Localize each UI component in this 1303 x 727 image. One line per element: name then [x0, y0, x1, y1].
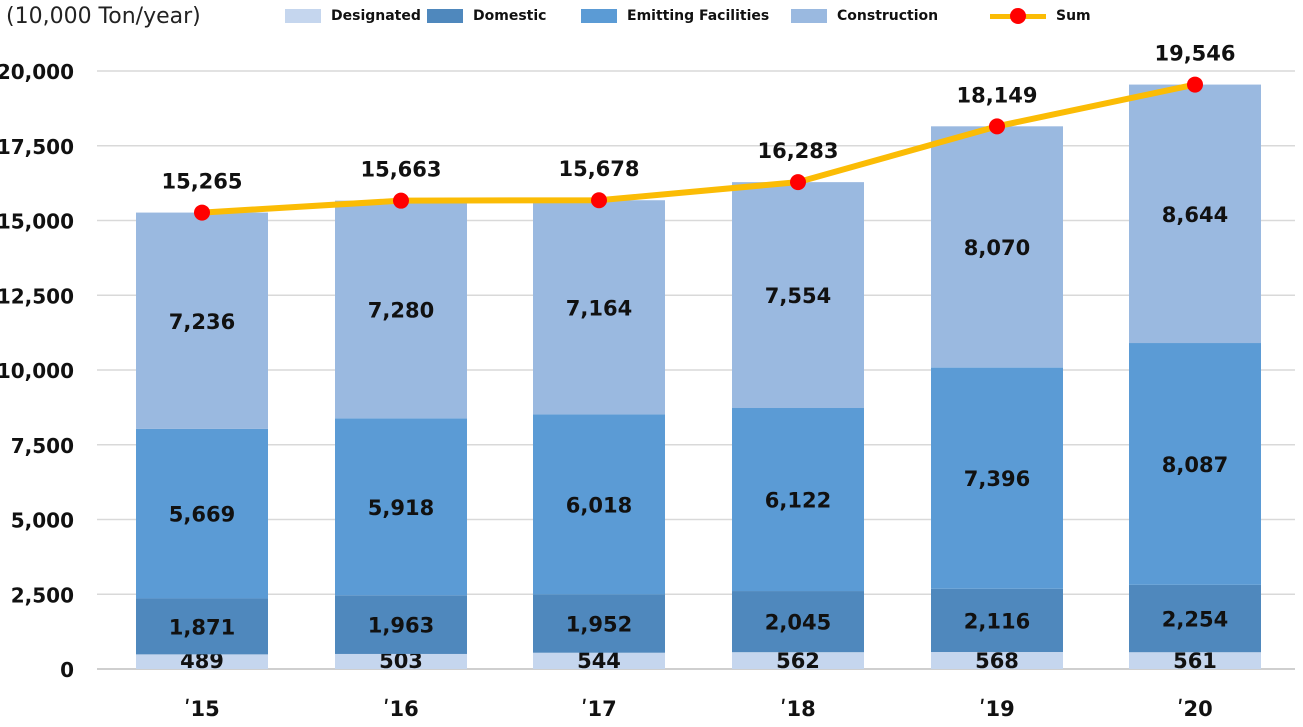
sum-label: 19,546	[1154, 42, 1235, 66]
sum-marker	[1187, 77, 1203, 93]
x-tick-label: ʹ20	[1177, 697, 1213, 721]
data-label-designated: 568	[975, 649, 1019, 673]
data-label-emitting-facilities: 8,087	[1162, 453, 1228, 477]
y-tick-label: 20,000	[0, 60, 74, 84]
x-tick-label: ʹ16	[383, 697, 419, 721]
sum-label: 15,265	[161, 170, 242, 194]
y-tick-label: 0	[60, 658, 74, 682]
data-label-emitting-facilities: 5,918	[368, 496, 434, 520]
sum-marker	[989, 118, 1005, 134]
sum-label: 15,678	[558, 157, 639, 181]
x-tick-label: ʹ15	[184, 697, 220, 721]
data-label-emitting-facilities: 6,122	[765, 489, 831, 513]
data-label-construction: 7,554	[765, 284, 831, 308]
data-label-construction: 7,280	[368, 298, 434, 322]
data-label-emitting-facilities: 7,396	[964, 467, 1030, 491]
data-label-construction: 8,070	[964, 236, 1030, 260]
y-tick-label: 15,000	[0, 210, 74, 234]
sum-label: 16,283	[757, 139, 838, 163]
data-label-emitting-facilities: 5,669	[169, 503, 235, 527]
x-tick-label: ʹ19	[979, 697, 1015, 721]
data-label-designated: 561	[1173, 649, 1217, 673]
data-label-domestic: 1,871	[169, 615, 235, 639]
data-label-domestic: 1,963	[368, 614, 434, 638]
sum-marker	[790, 174, 806, 190]
data-label-construction: 7,236	[169, 310, 235, 334]
y-tick-label: 12,500	[0, 284, 74, 308]
data-label-domestic: 2,254	[1162, 608, 1228, 632]
sum-marker	[393, 193, 409, 209]
stacked-bar-chart: 0 2,500 5,000 7,500 10,000 12,500 15,000 17,500…	[0, 0, 1303, 727]
sum-label: 18,149	[956, 83, 1037, 107]
y-tick-label: 10,000	[0, 359, 74, 383]
sum-label: 15,663	[360, 158, 441, 182]
data-label-domestic: 1,952	[566, 613, 632, 637]
sum-marker	[591, 192, 607, 208]
data-label-domestic: 2,116	[964, 609, 1030, 633]
data-label-construction: 8,644	[1162, 203, 1228, 227]
data-label-construction: 7,164	[566, 296, 632, 320]
data-label-domestic: 2,045	[765, 611, 831, 635]
x-tick-label: ʹ17	[581, 697, 617, 721]
x-tick-label: ʹ18	[780, 697, 816, 721]
data-label-emitting-facilities: 6,018	[566, 493, 632, 517]
y-tick-label: 2,500	[11, 583, 74, 607]
data-label-designated: 562	[776, 649, 820, 673]
y-tick-label: 7,500	[11, 434, 74, 458]
sum-marker	[194, 205, 210, 221]
y-tick-label: 5,000	[11, 509, 74, 533]
y-tick-label: 17,500	[0, 135, 74, 159]
